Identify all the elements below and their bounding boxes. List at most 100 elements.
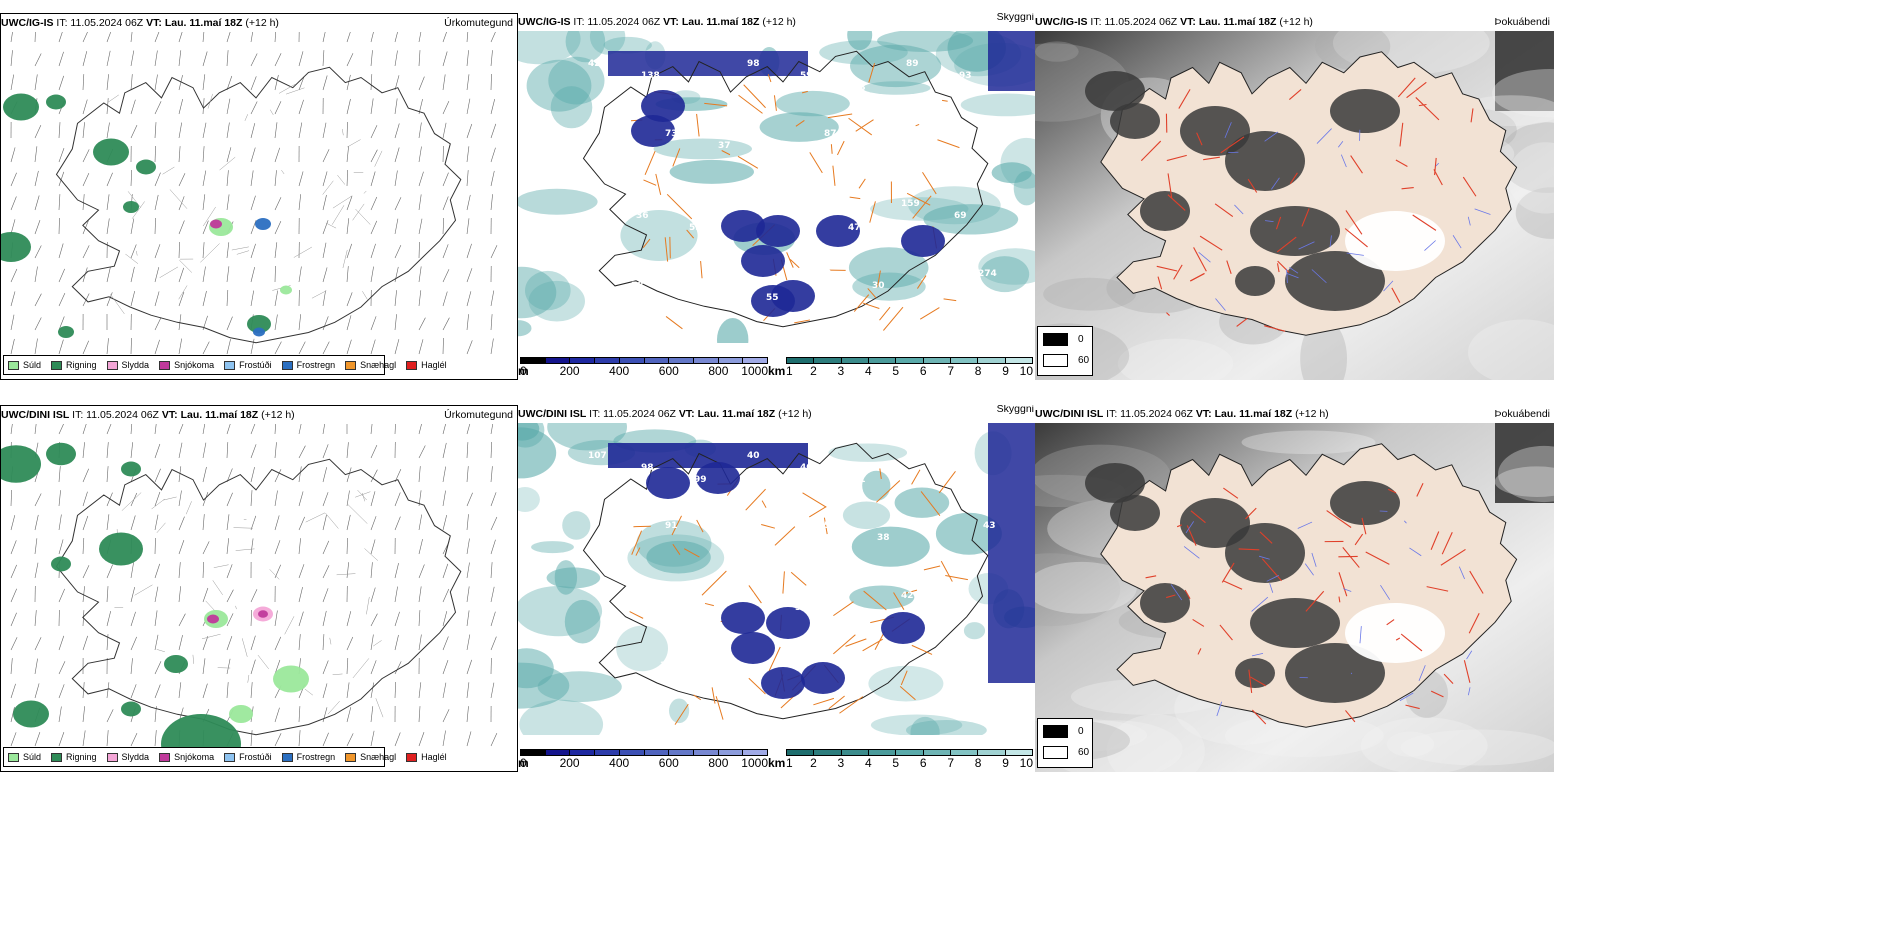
panel-title: Þokuábendi	[1494, 16, 1550, 28]
cloud-base-label: 98	[641, 463, 654, 473]
colorbar-tick-label: 800	[708, 364, 729, 378]
legend-swatch	[8, 752, 19, 762]
colorbar-segment	[896, 358, 924, 363]
init-time: IT: 11.05.2024 06Z	[573, 16, 661, 28]
iceland-outline	[55, 66, 462, 344]
panel-header: UWC/DINI ISL IT: 11.05.2024 06Z VT: Lau.…	[518, 405, 1035, 423]
cloud-base-label: 40	[800, 463, 813, 473]
visibility-colorbar: 1 2 3 4 5 6 7 8 9 10	[786, 357, 1033, 378]
cloud-base-label: 38	[631, 281, 644, 291]
colorbar-tick-label: 2	[810, 756, 817, 770]
cloud-base-label: 37	[718, 141, 731, 151]
colorbar-segment	[814, 750, 842, 755]
cloud-base-label: 69	[742, 591, 755, 601]
legend-label: Frostregn	[296, 752, 336, 762]
colorbar-segment	[923, 750, 951, 755]
wind-barbs	[10, 32, 498, 355]
colorbar-segment	[841, 358, 869, 363]
colorbar-segment	[521, 750, 546, 755]
legend-label: Rigning	[66, 752, 97, 762]
precip-map	[1, 32, 498, 355]
colorbar-segment	[868, 750, 897, 755]
cloud-base-label: 274	[978, 269, 997, 279]
colorbar-tick-label: 0	[520, 756, 527, 770]
panel-title: Úrkomutegund	[444, 17, 513, 29]
colorbar-tick-label: 1	[786, 756, 793, 770]
cloud-base-label: 35	[660, 661, 673, 671]
cloud-base-label: 73	[665, 129, 678, 139]
cloud-base-label: 46	[930, 545, 943, 555]
colorbar-segment	[841, 750, 869, 755]
colorbar-segment	[521, 358, 546, 363]
legend-label: Slydda	[121, 752, 150, 762]
valid-time-label: VT:	[678, 408, 695, 420]
cloud-base-label: 55	[689, 223, 702, 233]
lead-time: (+12 h)	[245, 17, 279, 29]
legend-label: Haglél	[421, 752, 447, 762]
precip-patches	[1, 93, 292, 338]
colorbar-segment	[693, 358, 719, 363]
cloud-base-label: 42	[588, 59, 601, 69]
cloud-base-label: 49	[848, 615, 861, 625]
model-name: UWC/IG-IS	[1035, 16, 1088, 28]
cloud-base-label: 87	[824, 129, 837, 139]
fog-legend-swatch	[1043, 746, 1068, 759]
cloud-base-unit: m	[518, 364, 529, 378]
colorbar-segment	[923, 358, 951, 363]
model-name: UWC/DINI ISL	[518, 408, 587, 420]
panel-header: UWC/IG-IS IT: 11.05.2024 06Z VT: Lau. 11…	[518, 13, 1035, 31]
cloud-base-label: 89	[612, 153, 625, 163]
valid-time: Lau. 11.maí 18Z	[697, 408, 776, 420]
legend-label: Súld	[23, 752, 42, 762]
legend-item-snjókoma: Snjókoma	[159, 752, 214, 762]
valid-time-label: VT:	[161, 409, 178, 421]
colorbar-tick-label: 4	[864, 756, 872, 770]
cloud-base-label: 99	[694, 475, 707, 485]
legend-item-snæhagl: Snæhagl	[345, 360, 396, 370]
cloud-base-label: 53	[660, 269, 673, 279]
panel-header: UWC/DINI ISL IT: 11.05.2024 06Z VT: Lau.…	[1035, 405, 1554, 423]
cloud-base-label: 93	[959, 71, 972, 81]
model-name: UWC/DINI ISL	[1, 409, 70, 421]
fog-index-map	[1035, 31, 1554, 380]
colorbar-tick-label: 2	[810, 364, 817, 378]
fog-legend: 0 60	[1037, 326, 1093, 376]
colorbar-tick-label: 7	[947, 756, 954, 770]
colorbar-segment	[814, 358, 842, 363]
colorbar-segment	[619, 750, 645, 755]
model-name: UWC/IG-IS	[518, 16, 571, 28]
legend-swatch	[51, 360, 63, 370]
colorbar-segment	[743, 750, 768, 755]
colorbar-tick-label: 200	[559, 756, 580, 770]
legend-label: Snjókoma	[174, 360, 215, 370]
legend-label: Haglél	[421, 360, 447, 370]
legend-label: Frostúði	[239, 752, 272, 762]
colorbar-segment	[743, 358, 768, 363]
legend-label: Slydda	[121, 360, 150, 370]
legend-swatch	[106, 752, 118, 762]
colorbar-segment	[978, 358, 1006, 363]
legend-label: Snæhagl	[360, 752, 397, 762]
legend-label: Rigning	[66, 360, 97, 370]
legend-item-rigning: Rigning	[51, 752, 97, 762]
colorbar-segment	[896, 750, 924, 755]
colorbar-tick-label: 800	[708, 756, 729, 770]
precip-patches	[1, 442, 309, 755]
fog-legend-row: 60	[1043, 354, 1089, 367]
cloud-base-label: 456	[771, 153, 790, 163]
cloud-base-label: 91	[665, 521, 678, 531]
cloud-base-label: 69	[954, 211, 967, 221]
colorbar-segment	[950, 358, 979, 363]
fog-index-panel-top: UWC/IG-IS IT: 11.05.2024 06Z VT: Lau. 11…	[1035, 13, 1554, 380]
colorbar-segment	[595, 750, 620, 755]
colorbar-segment	[978, 750, 1006, 755]
legend-label: Snjókoma	[174, 752, 215, 762]
legend-swatch	[406, 752, 418, 762]
valid-time-label: VT:	[1180, 16, 1196, 28]
cloud-base-label: 50	[824, 521, 837, 531]
colorbar-segment	[787, 750, 815, 755]
colorbar-tick-label: 600	[658, 756, 679, 770]
fog-legend-label: 60	[1078, 747, 1090, 758]
cloud-base-label: 40	[747, 451, 760, 461]
cloud-base-label: 47	[848, 223, 861, 233]
